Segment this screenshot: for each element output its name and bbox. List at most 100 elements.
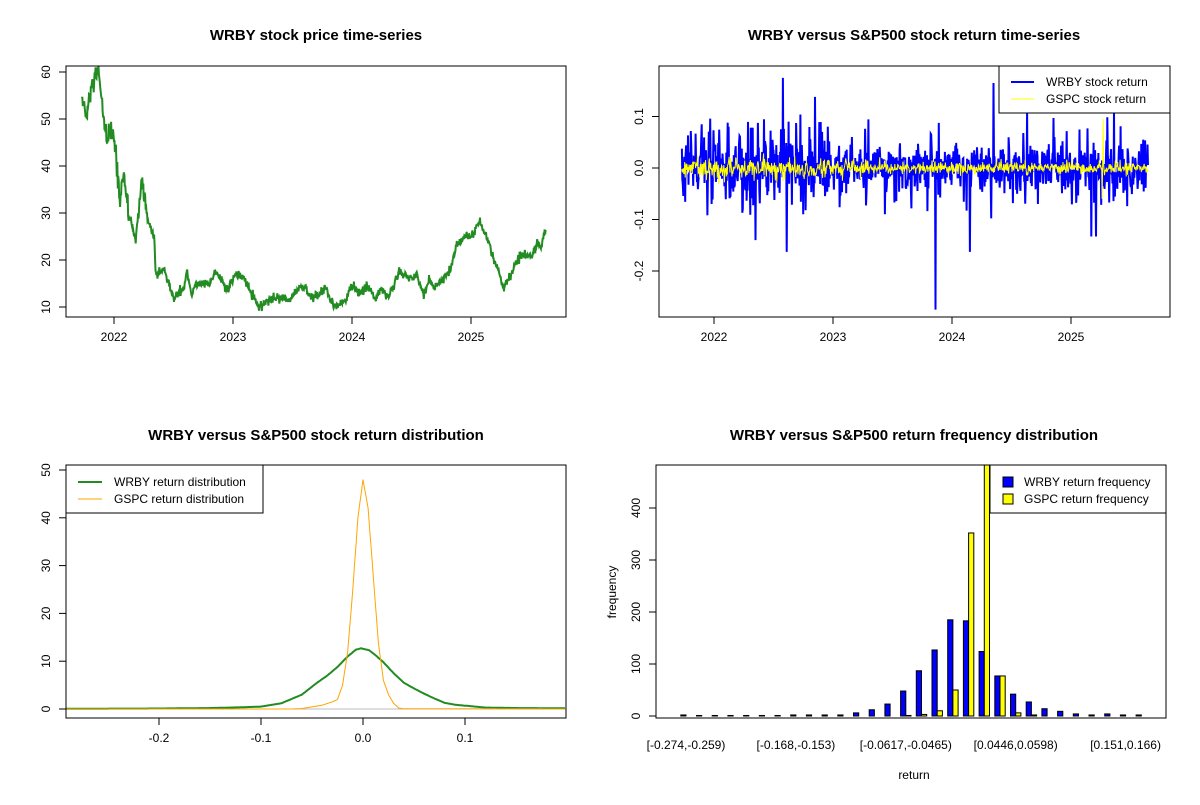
- gspc-bar: [999, 675, 1006, 717]
- wrby-bar: [1010, 693, 1017, 717]
- wrby-bar: [994, 675, 1001, 717]
- wrby-bar: [837, 714, 844, 717]
- wrby-bar: [978, 651, 985, 717]
- return-frequency-chart: WRBY versus S&P500 return frequency dist…: [605, 427, 1167, 782]
- chart-title: WRBY versus S&P500 return frequency dist…: [730, 427, 1098, 444]
- y-tick-label: 10: [39, 654, 53, 668]
- y-tick-label: 200: [629, 602, 643, 622]
- x-tick-label: 2025: [1058, 330, 1085, 344]
- wrby-bar: [1088, 714, 1095, 717]
- y-tick-label: 20: [39, 606, 53, 620]
- wrby-bar: [1135, 714, 1142, 717]
- wrby-bar: [853, 712, 860, 717]
- x-tick-label: 2022: [101, 330, 128, 344]
- x-tick-label: 2022: [701, 330, 728, 344]
- y-tick-label: 0: [39, 705, 53, 712]
- y-tick-label: -0.1: [632, 209, 646, 230]
- y-tick-label: 40: [39, 159, 53, 173]
- y-tick-label: 60: [39, 65, 53, 79]
- y-tick-label: 0: [629, 712, 643, 719]
- price-chart: WRBY stock price time-series 2022 2023 2024…: [39, 27, 567, 344]
- wrby-bar: [743, 714, 750, 717]
- chart-title: WRBY versus S&P500 stock return distribu…: [148, 427, 484, 444]
- legend-label: GSPC stock return: [1046, 92, 1146, 106]
- wrby-bar: [680, 714, 687, 717]
- wrby-bar: [774, 714, 781, 717]
- gspc-bar: [968, 532, 975, 717]
- wrby-bar: [790, 714, 797, 717]
- x-tick-label: [0.151,0.166): [1090, 738, 1161, 752]
- legend-label: GSPC return distribution: [114, 492, 244, 506]
- x-axis-label: return: [898, 768, 929, 782]
- y-tick-label: 50: [39, 463, 53, 477]
- legend: WRBY return distribution GSPC return dist…: [65, 464, 264, 514]
- x-tick-label: 2024: [339, 330, 366, 344]
- wrby-bar: [1025, 701, 1032, 717]
- x-tick-label: [0.0446,0.0598): [974, 738, 1058, 752]
- wrby-bar: [884, 703, 891, 717]
- gspc-bar: [905, 714, 912, 717]
- x-tick-label: 0.0: [355, 731, 372, 745]
- x-tick-label: -0.2: [149, 731, 170, 745]
- chart-title: WRBY versus S&P500 stock return time-ser…: [748, 27, 1080, 44]
- price-line: [80, 66, 547, 312]
- chart-title: WRBY stock price time-series: [210, 27, 422, 44]
- plot-frame: [658, 65, 1171, 318]
- gspc-bar: [936, 710, 943, 717]
- legend: WRBY return frequency GSPC return frequen…: [989, 464, 1167, 514]
- wrby-bar: [868, 709, 875, 717]
- legend-box: [989, 464, 1167, 514]
- wrby-bar: [727, 714, 734, 717]
- x-tick-label: -0.1: [251, 731, 272, 745]
- y-tick-label: 0.0: [632, 159, 646, 176]
- y-tick-label: 30: [39, 559, 53, 573]
- gspc-density-line: [66, 479, 565, 710]
- wrby-bar: [805, 714, 813, 717]
- wrby-bar: [1104, 713, 1111, 717]
- y-tick-label: 400: [629, 498, 643, 518]
- gspc-bar: [1030, 714, 1038, 717]
- x-tick-label: [-0.168,-0.153): [757, 738, 836, 752]
- wrby-bar: [947, 619, 954, 717]
- y-tick-label: -0.2: [632, 260, 646, 281]
- wrby-bar: [931, 649, 938, 717]
- y-tick-label: 20: [39, 253, 53, 267]
- x-tick-label: 2023: [820, 330, 847, 344]
- wrby-bar: [1041, 708, 1048, 717]
- wrby-bar: [1057, 710, 1064, 717]
- y-tick-label: 40: [39, 511, 53, 525]
- x-tick-label: 2025: [458, 330, 485, 344]
- gspc-bar: [1015, 712, 1022, 717]
- wrby-bar: [758, 714, 765, 717]
- wrby-bar: [962, 620, 970, 717]
- y-tick-label: 30: [39, 206, 53, 220]
- legend-swatch: [1002, 476, 1014, 488]
- plot-frame: [65, 464, 567, 719]
- wrby-bar: [915, 670, 922, 717]
- y-tick-label: 300: [629, 550, 643, 570]
- legend-label: WRBY return distribution: [114, 475, 246, 489]
- legend: WRBY stock return GSPC stock return: [998, 65, 1171, 114]
- legend-label: WRBY stock return: [1046, 75, 1148, 89]
- wrby-bar: [711, 714, 718, 717]
- legend-label: GSPC return frequency: [1024, 492, 1149, 506]
- gspc-return-line: [681, 119, 1149, 199]
- y-tick-label: 10: [39, 300, 53, 314]
- wrby-bar: [696, 714, 703, 717]
- gspc-bar: [952, 689, 959, 717]
- wrby-bar: [1119, 714, 1127, 717]
- x-tick-label: 2024: [939, 330, 966, 344]
- return-density-chart: WRBY versus S&P500 stock return distribu…: [39, 427, 567, 745]
- y-tick-label: 50: [39, 112, 53, 126]
- wrby-bar: [900, 690, 907, 717]
- y-tick-label: 0.1: [632, 108, 646, 125]
- legend-box: [65, 464, 264, 514]
- wrby-bar: [1072, 713, 1080, 717]
- return-timeseries-chart: WRBY versus S&P500 stock return time-ser…: [632, 27, 1171, 344]
- wrby-bar: [821, 714, 828, 717]
- x-tick-label: [-0.274,-0.259): [647, 738, 726, 752]
- x-tick-label: [-0.0617,-0.0465): [860, 738, 952, 752]
- legend-box: [998, 65, 1171, 114]
- wrby-density-line: [66, 647, 565, 710]
